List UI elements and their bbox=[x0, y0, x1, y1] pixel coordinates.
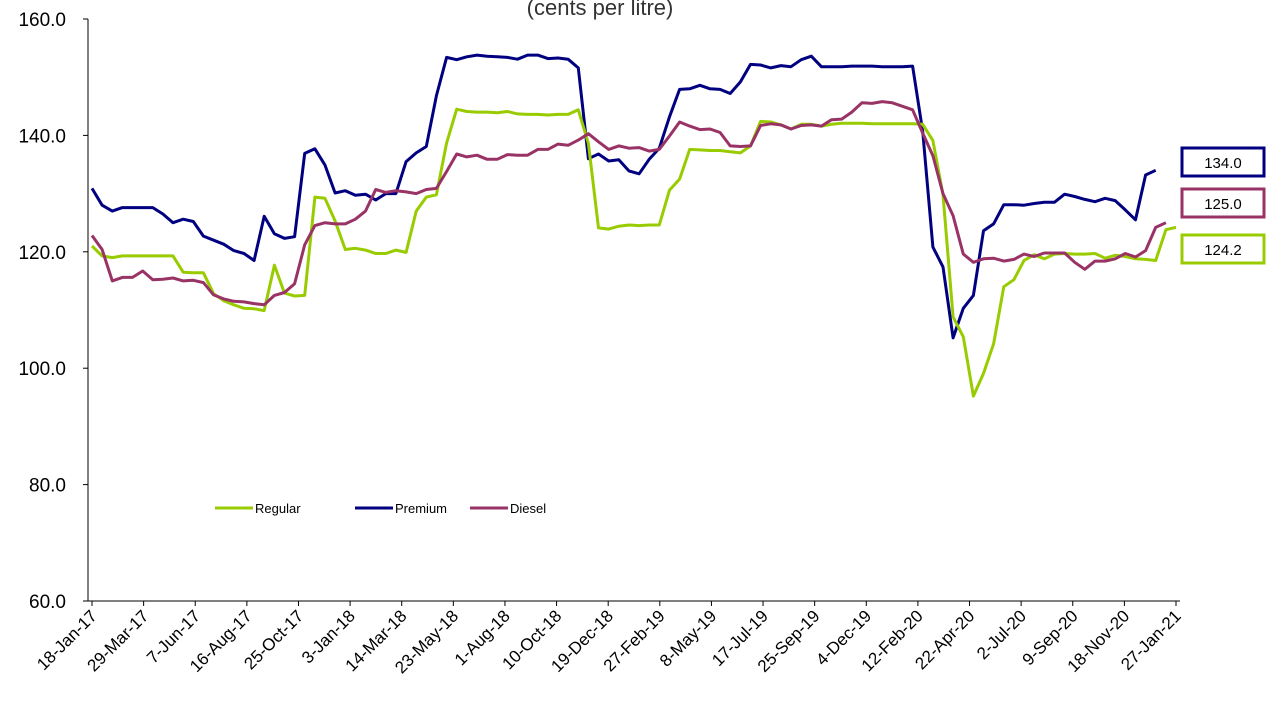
series-layer bbox=[90, 53, 1177, 398]
legend-label-premium: Premium bbox=[395, 501, 447, 516]
end-label-regular: 124.2 bbox=[1180, 233, 1266, 265]
chart-legend: Regular Premium Diesel bbox=[215, 501, 546, 516]
end-label-box bbox=[1180, 187, 1266, 219]
series-line-diesel bbox=[90, 100, 1167, 307]
y-tick-label: 120.0 bbox=[18, 243, 66, 264]
end-label-value: 125.0 bbox=[1204, 196, 1242, 213]
y-tick-label: 160.0 bbox=[18, 10, 66, 31]
end-label-value: 124.2 bbox=[1204, 242, 1242, 259]
y-tick-label: 140.0 bbox=[18, 126, 66, 147]
y-tick-label: 60.0 bbox=[29, 592, 66, 613]
end-label-value: 134.0 bbox=[1204, 155, 1242, 172]
y-axis: 60.0 80.0 100.0 120.0 140.0 160.0 bbox=[18, 10, 89, 613]
end-label-diesel: 125.0 bbox=[1180, 187, 1266, 219]
legend-label-regular: Regular bbox=[255, 501, 301, 516]
series-line-regular bbox=[90, 107, 1177, 398]
x-tick-label: 8-May-19 bbox=[656, 606, 720, 670]
y-tick-label: 100.0 bbox=[18, 359, 66, 380]
chart-title: (cents per litre) bbox=[527, 0, 674, 20]
end-labels: 134.0 125.0 124.2 bbox=[1180, 146, 1266, 265]
series-line-premium bbox=[90, 53, 1157, 340]
legend-label-diesel: Diesel bbox=[510, 501, 546, 516]
end-label-box bbox=[1180, 146, 1266, 178]
end-label-premium: 134.0 bbox=[1180, 146, 1266, 178]
end-label-box bbox=[1180, 233, 1266, 265]
x-axis: 18-Jan-1729-Mar-177-Jun-1716-Aug-1725-Oc… bbox=[33, 600, 1185, 677]
y-tick-label: 80.0 bbox=[29, 476, 66, 497]
